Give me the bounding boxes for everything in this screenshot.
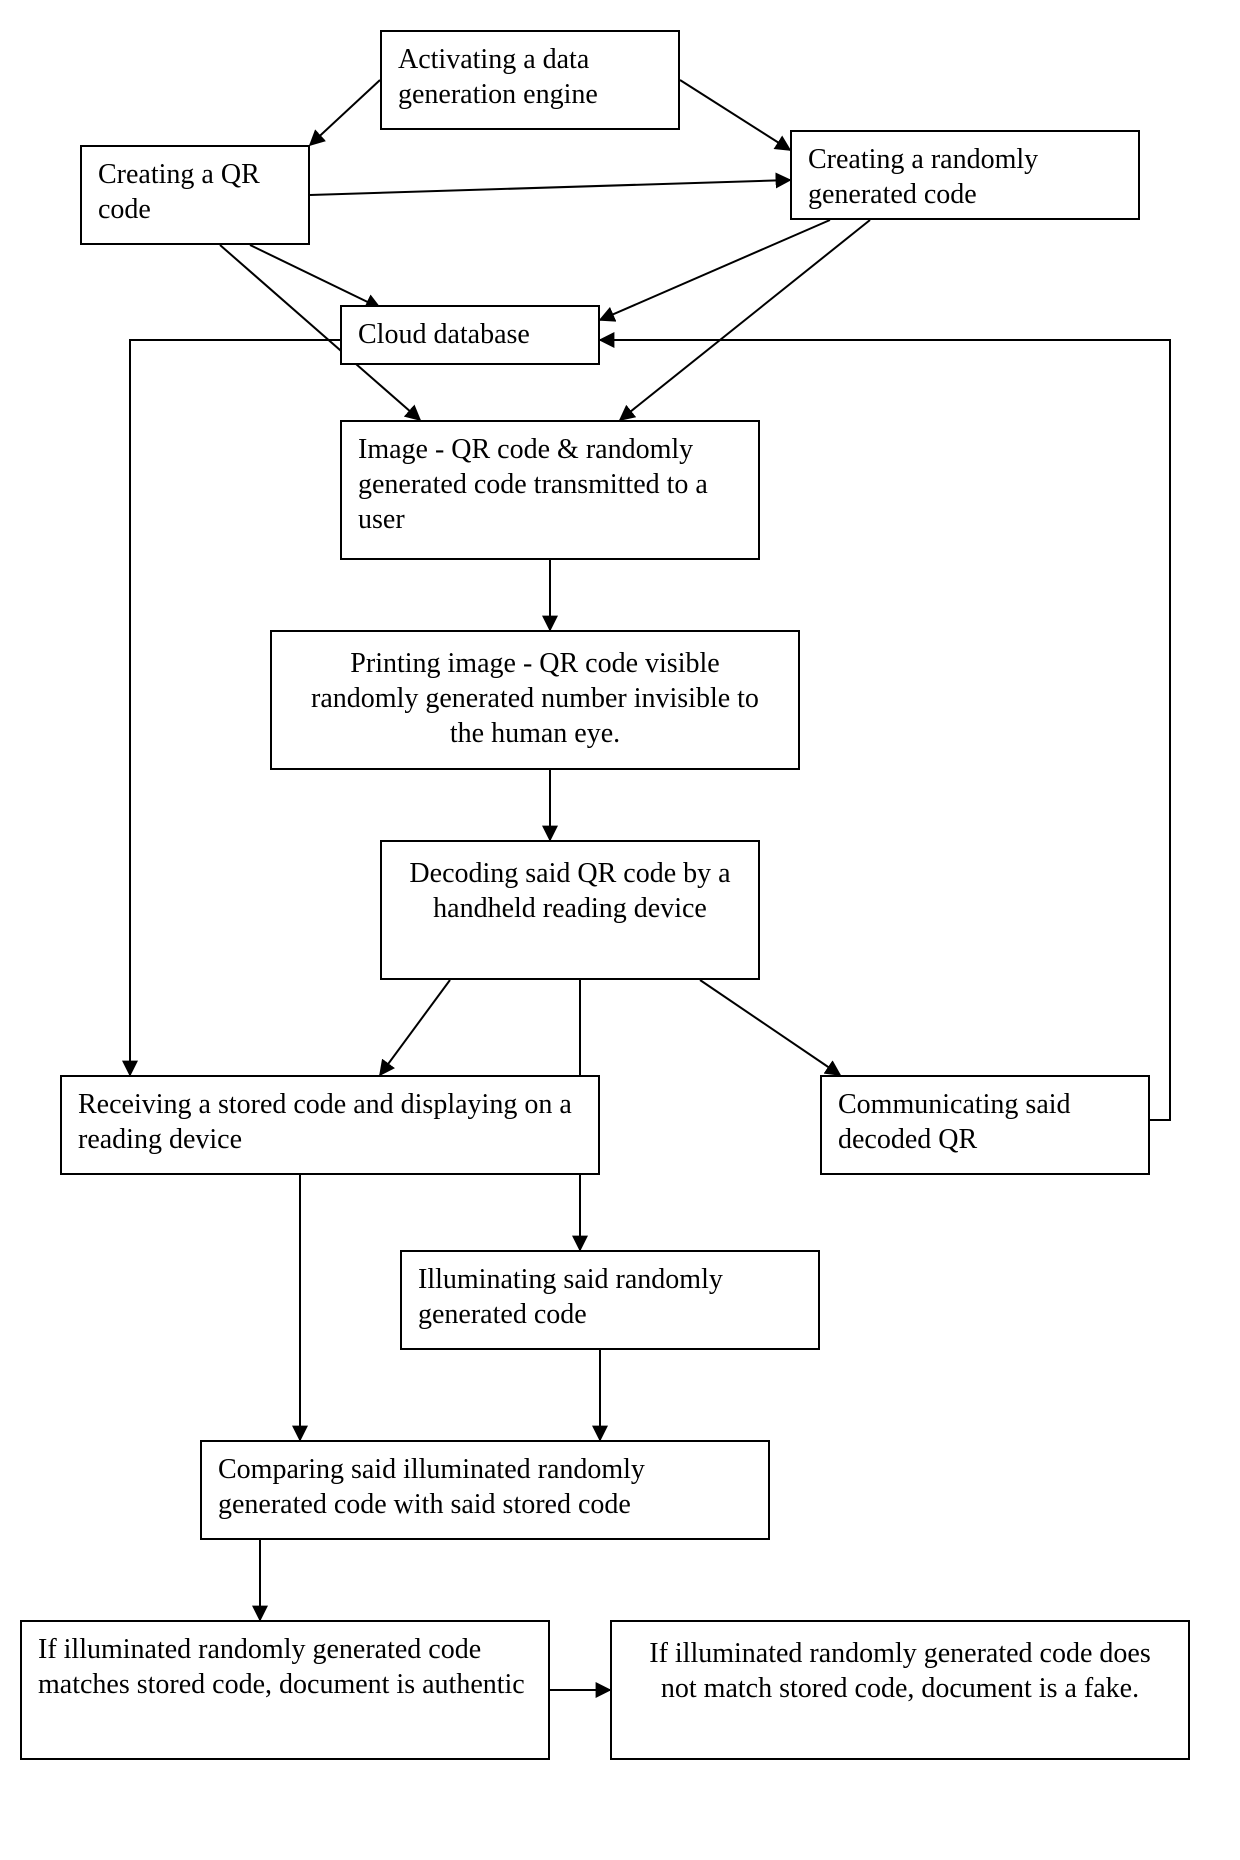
node-label: Image - QR code & randomly generated cod…: [358, 432, 742, 537]
node-label: Printing image - QR code visible randoml…: [294, 646, 776, 751]
node-label: Communicating said decoded QR: [838, 1087, 1132, 1157]
flowchart-canvas: Activating a data generation engine Crea…: [0, 0, 1240, 1860]
node-fake: If illuminated randomly generated code d…: [610, 1620, 1190, 1760]
edge-create_qr-to-create_rand: [310, 180, 790, 195]
edge-decode-to-comm: [700, 980, 840, 1075]
node-image-tx: Image - QR code & randomly generated cod…: [340, 420, 760, 560]
node-label: Decoding said QR code by a handheld read…: [404, 856, 736, 926]
node-print: Printing image - QR code visible randoml…: [270, 630, 800, 770]
node-label: Creating a QR code: [98, 157, 292, 227]
node-label: Comparing said illuminated randomly gene…: [218, 1452, 752, 1522]
node-authentic: If illuminated randomly generated code m…: [20, 1620, 550, 1760]
node-create-qr: Creating a QR code: [80, 145, 310, 245]
node-compare: Comparing said illuminated randomly gene…: [200, 1440, 770, 1540]
edge-decode-to-receive: [380, 980, 450, 1075]
node-receive: Receiving a stored code and displaying o…: [60, 1075, 600, 1175]
node-label: Receiving a stored code and displaying o…: [78, 1087, 582, 1157]
edge-create_rand-to-cloud: [600, 220, 830, 320]
node-label: Illuminating said randomly generated cod…: [418, 1262, 802, 1332]
edge-create_qr-to-cloud: [250, 245, 380, 308]
node-comm: Communicating said decoded QR: [820, 1075, 1150, 1175]
node-label: If illuminated randomly generated code d…: [634, 1636, 1166, 1706]
node-label: Creating a randomly generated code: [808, 142, 1122, 212]
node-illuminate: Illuminating said randomly generated cod…: [400, 1250, 820, 1350]
node-activate: Activating a data generation engine: [380, 30, 680, 130]
node-create-rand: Creating a randomly generated code: [790, 130, 1140, 220]
node-label: Activating a data generation engine: [398, 42, 662, 112]
edge-create_rand-to-image_tx: [620, 220, 870, 420]
edge-activate-to-create_rand: [680, 80, 790, 150]
node-cloud: Cloud database: [340, 305, 600, 365]
edge-activate-to-create_qr: [310, 80, 380, 145]
node-label: If illuminated randomly generated code m…: [38, 1632, 532, 1702]
node-label: Cloud database: [358, 317, 530, 352]
node-decode: Decoding said QR code by a handheld read…: [380, 840, 760, 980]
